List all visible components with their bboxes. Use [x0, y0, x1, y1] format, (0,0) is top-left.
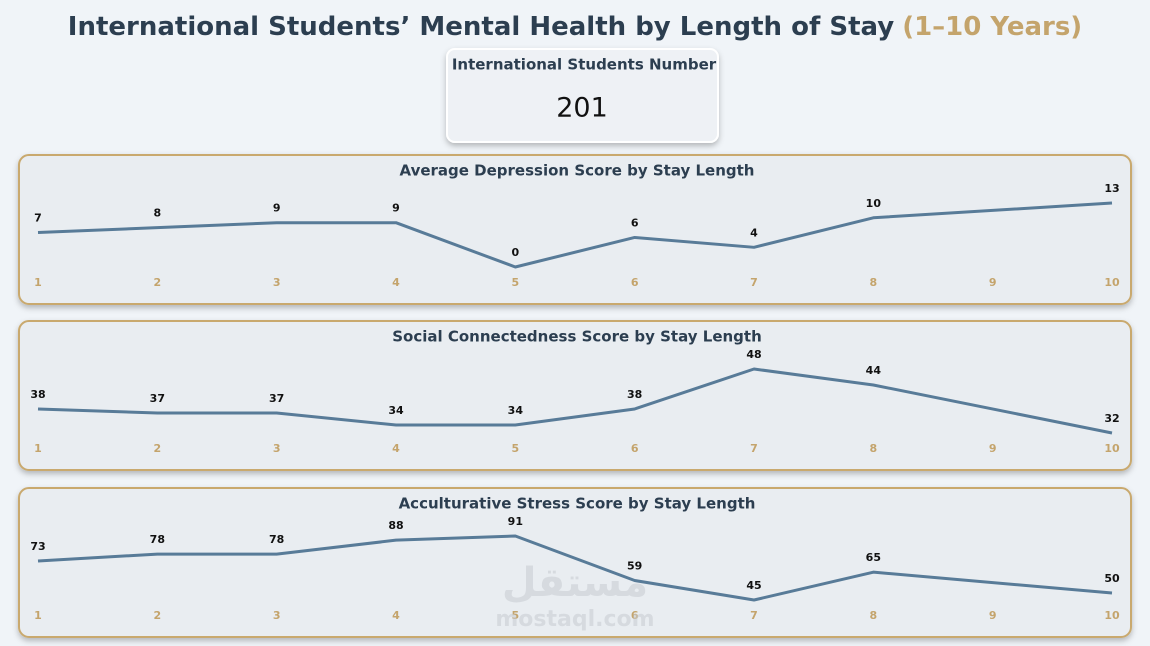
x-tick-label: 7 — [750, 442, 758, 455]
x-tick-label: 3 — [273, 276, 281, 289]
watermark-arabic: مستقل — [502, 560, 648, 606]
data-label: 7 — [34, 212, 42, 225]
title-highlight: (1–10 Years) — [902, 12, 1082, 42]
data-label: 50 — [1104, 572, 1120, 585]
page-title: International Students’ Mental Health by… — [68, 12, 1082, 42]
data-label: 78 — [150, 533, 165, 546]
data-label: 65 — [866, 551, 881, 564]
x-tick-label: 8 — [870, 609, 878, 622]
data-label: 9 — [392, 202, 400, 215]
x-tick-label: 2 — [154, 276, 162, 289]
data-label: 4 — [750, 226, 758, 239]
x-tick-label: 10 — [1104, 609, 1120, 622]
x-tick-label: 4 — [392, 442, 400, 455]
watermark-latin: mostaql.com — [495, 607, 654, 632]
data-label: 13 — [1104, 182, 1119, 195]
data-label: 38 — [627, 388, 642, 401]
data-label: 91 — [508, 515, 523, 528]
x-tick-label: 8 — [870, 442, 878, 455]
data-label: 59 — [627, 560, 642, 573]
x-tick-label: 1 — [34, 609, 42, 622]
data-label: 9 — [273, 202, 281, 215]
data-label: 45 — [746, 579, 761, 592]
data-label: 8 — [154, 207, 162, 220]
chart-title: Acculturative Stress Score by Stay Lengt… — [399, 495, 756, 513]
kpi-label: International Students Number — [452, 56, 717, 74]
data-label: 78 — [269, 533, 284, 546]
x-tick-label: 5 — [512, 609, 520, 622]
line — [37, 201, 1113, 269]
chart-title: Average Depression Score by Stay Length — [400, 162, 755, 180]
kpi-card — [446, 48, 719, 143]
chart-panel — [18, 320, 1132, 471]
chart-panel — [18, 154, 1132, 305]
x-tick-label: 5 — [512, 442, 520, 455]
x-tick-label: 4 — [392, 609, 400, 622]
data-label: 37 — [150, 392, 165, 405]
x-tick-label: 6 — [631, 276, 639, 289]
data-label: 44 — [866, 364, 882, 377]
data-label: 38 — [30, 388, 45, 401]
x-tick-label: 8 — [870, 276, 878, 289]
data-label: 37 — [269, 392, 284, 405]
data-label: 88 — [388, 519, 403, 532]
x-tick-label: 7 — [750, 609, 758, 622]
x-tick-label: 7 — [750, 276, 758, 289]
x-tick-label: 9 — [989, 276, 997, 289]
x-tick-label: 3 — [273, 609, 281, 622]
chart-panel — [18, 487, 1132, 638]
data-label: 48 — [746, 348, 761, 361]
x-tick-label: 6 — [631, 442, 639, 455]
x-tick-label: 9 — [989, 609, 997, 622]
data-label: 32 — [1104, 412, 1119, 425]
x-tick-label: 10 — [1104, 276, 1120, 289]
x-tick-label: 4 — [392, 276, 400, 289]
title-main: International Students’ Mental Health by… — [68, 12, 894, 42]
data-label: 73 — [30, 540, 45, 553]
x-tick-label: 10 — [1104, 442, 1120, 455]
x-tick-label: 2 — [154, 442, 162, 455]
x-tick-label: 2 — [154, 609, 162, 622]
data-label: 0 — [512, 246, 520, 259]
x-tick-label: 1 — [34, 276, 42, 289]
x-tick-label: 3 — [273, 442, 281, 455]
x-tick-label: 6 — [631, 609, 639, 622]
x-tick-label: 5 — [512, 276, 520, 289]
kpi-value: 201 — [556, 93, 608, 124]
data-label: 34 — [388, 404, 404, 417]
line — [37, 534, 1113, 602]
x-tick-label: 9 — [989, 442, 997, 455]
data-label: 10 — [866, 197, 882, 210]
line — [37, 367, 1113, 435]
x-tick-label: 1 — [34, 442, 42, 455]
panels: Average Depression Score by Stay Length 1… — [18, 154, 1132, 638]
chart-title: Social Connectedness Score by Stay Lengt… — [392, 328, 762, 346]
data-label: 6 — [631, 216, 639, 229]
data-label: 34 — [508, 404, 524, 417]
